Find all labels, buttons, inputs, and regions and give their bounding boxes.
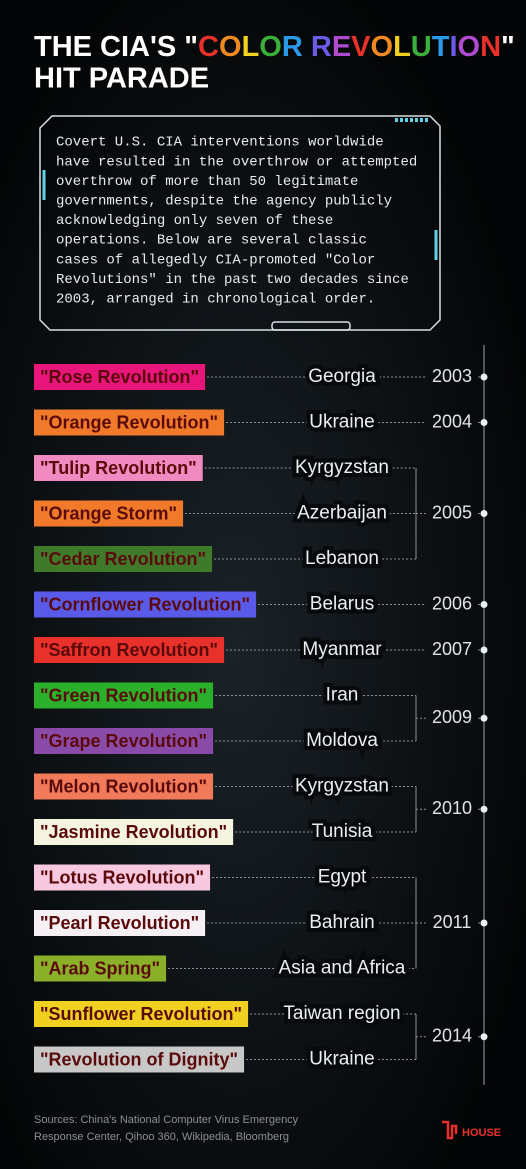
country: Moldova: [306, 730, 378, 751]
country: Kyrgyzstan: [295, 776, 389, 797]
label-box: [34, 910, 206, 936]
intro-line: have resulted in the overthrow or attemp…: [56, 154, 417, 170]
intro-line: cases of allegedly CIA-promoted "Color: [56, 252, 375, 268]
intro-line: Covert U.S. CIA interventions worldwide: [56, 135, 384, 151]
year: 2005: [432, 502, 472, 522]
year-dot: [480, 1033, 488, 1041]
label-box: [34, 409, 225, 436]
year: 2014: [432, 1026, 472, 1046]
source-line: Response Center, Qihoo 360, Wikipedia, B…: [34, 1131, 289, 1143]
event-label: "Cornflower Revolution": [40, 594, 250, 614]
source-line: Sources: China's National Computer Virus…: [34, 1114, 299, 1126]
intro-frame: [39, 115, 441, 331]
label-box: [34, 637, 225, 663]
country: Georgia: [308, 366, 376, 387]
country: Belarus: [310, 594, 374, 615]
title: THE CIA'S "COLOR REVOLUTION": [34, 31, 515, 63]
intro-line: 2003, arranged in chronological order.: [56, 292, 375, 308]
year: 2010: [432, 798, 472, 818]
logo-mark: [442, 1120, 458, 1140]
country: Egypt: [318, 867, 367, 888]
frame-border: [39, 115, 441, 331]
country: Azerbaijan: [297, 503, 387, 524]
label-box: [34, 546, 213, 572]
event-label: "Pearl Revolution": [40, 913, 199, 933]
intro-line: overthrow of more than 50 legitimate: [56, 174, 358, 190]
label-box: [34, 864, 211, 891]
year-dot: [480, 646, 488, 654]
intro: Covert U.S. CIA interventions worldwide h…: [56, 135, 417, 308]
country: Iran: [326, 685, 359, 706]
year-dot: [480, 510, 488, 517]
event-label: "Tulip Revolution": [40, 458, 197, 478]
year-dot: [480, 373, 488, 381]
event-label: "Orange Revolution": [40, 412, 218, 432]
year: 2006: [432, 593, 472, 613]
intro-line: operations. Below are several classic: [56, 233, 367, 249]
event-label: "Revolution of Dignity": [40, 1049, 238, 1069]
label-box: [34, 1046, 245, 1073]
event-label: "Green Revolution": [40, 685, 207, 705]
country: Bahrain: [309, 912, 375, 933]
event-label: "Melon Revolution": [40, 776, 207, 796]
label-box: [34, 364, 206, 390]
event-label: "Saffron Revolution": [40, 640, 218, 660]
event-label: "Cedar Revolution": [40, 549, 206, 569]
label-box: [34, 500, 184, 527]
intro-line: governments, despite the agency publicly: [56, 194, 392, 210]
label-box: [34, 773, 214, 800]
event-label: "Lotus Revolution": [40, 867, 204, 887]
frame-detail: [271, 321, 351, 331]
event-label: "Jasmine Revolution": [40, 822, 227, 842]
title-line2: HIT PARADE: [34, 63, 209, 95]
year: 2003: [432, 366, 472, 386]
title-prefix: THE CIA'S ": [34, 31, 198, 63]
year-dot: [480, 714, 488, 722]
event-label: "Orange Storm": [40, 503, 177, 523]
year-dot: [480, 919, 488, 927]
country: Tunisia: [312, 821, 373, 842]
label-box: [34, 682, 214, 709]
year-dot: [480, 419, 488, 426]
country: Kyrgyzstan: [295, 457, 389, 478]
intro-line: acknowledging only seven of these: [56, 213, 333, 229]
label-box: [34, 591, 257, 618]
country: Lebanon: [305, 548, 379, 569]
events: "Rose Revolution" Georgia 2003 "Orange Revo…: [34, 362, 488, 1074]
logo: HOUSE: [462, 1127, 501, 1139]
label-box: [34, 819, 234, 845]
event-label: "Rose Revolution": [40, 367, 199, 387]
label-box: [34, 728, 214, 754]
year: 2009: [432, 707, 472, 727]
year: 2004: [432, 411, 472, 431]
label-box: [34, 955, 167, 982]
year: 2011: [433, 912, 472, 932]
event-label: "Sunflower Revolution": [40, 1004, 242, 1024]
title-suffix: ": [501, 31, 515, 63]
country: Asia and Africa: [279, 958, 406, 979]
label-box: [34, 455, 203, 481]
year: 2007: [432, 639, 472, 659]
country: Ukraine: [309, 1049, 374, 1070]
title-highlight: COLOR REVOLUTION: [198, 31, 501, 63]
event-label: "Grape Revolution": [40, 731, 207, 751]
year-dot: [480, 601, 488, 608]
intro-line: Revolutions" in the past two decades sin…: [56, 272, 409, 288]
country: Taiwan region: [283, 1003, 400, 1024]
country: Ukraine: [309, 412, 374, 433]
label-box: [34, 1001, 249, 1027]
country: Myanmar: [302, 639, 382, 660]
event-label: "Arab Spring": [40, 958, 160, 978]
frame-detail: [42, 170, 438, 260]
year-dot: [480, 805, 488, 813]
